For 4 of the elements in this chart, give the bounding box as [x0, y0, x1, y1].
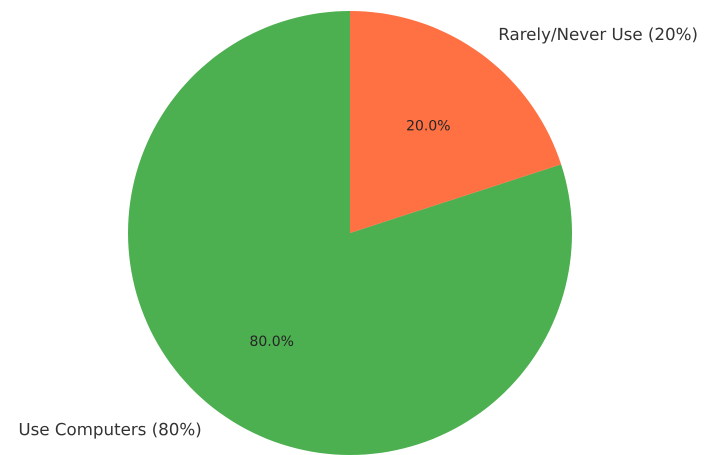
slice-label: Rarely/Never Use (20%): [500, 27, 697, 44]
slice-label: Use Computers (80%): [20, 422, 200, 439]
data-label: 80.0%: [250, 335, 294, 346]
data-label: 20.0%: [407, 120, 450, 131]
